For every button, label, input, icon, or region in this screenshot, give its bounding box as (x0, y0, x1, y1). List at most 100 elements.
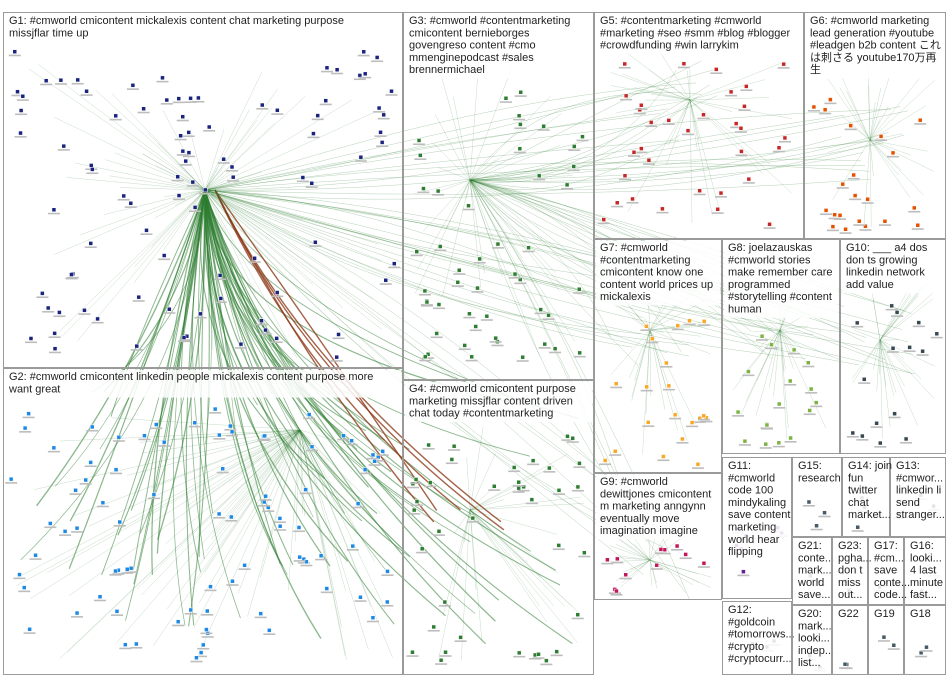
edge (99, 189, 206, 450)
node-square-icon (547, 465, 552, 471)
edge (876, 339, 881, 392)
node-square-icon (52, 346, 58, 351)
group-label-line: conte... (798, 552, 834, 564)
edge (649, 329, 696, 425)
edge (469, 509, 558, 574)
edge (299, 429, 353, 486)
edge (136, 429, 301, 590)
edge (285, 429, 301, 447)
node-square-icon (644, 324, 649, 329)
edge (779, 329, 802, 349)
group-label-line: conte... (874, 577, 910, 589)
group-cell-g18 (904, 605, 946, 675)
edge (204, 189, 913, 374)
node-label (725, 94, 738, 97)
node-square-icon (425, 352, 431, 357)
node-square-icon (263, 493, 268, 499)
node-label (839, 232, 852, 234)
edge (469, 145, 561, 181)
node-label (354, 160, 367, 162)
edge (841, 115, 871, 141)
node-label (740, 89, 753, 92)
node-square-icon (602, 458, 608, 463)
node-square-icon (362, 467, 368, 472)
node-label (91, 321, 104, 324)
edge (111, 93, 206, 191)
edge (469, 179, 764, 353)
edge (745, 329, 781, 402)
node-square-icon (787, 378, 793, 384)
node-square-icon (358, 595, 363, 600)
edge (204, 165, 866, 191)
edge (66, 177, 206, 191)
node-square-icon (575, 612, 581, 617)
edge (77, 189, 206, 341)
node-square-icon (890, 345, 896, 351)
node-label (117, 198, 130, 201)
edge (819, 139, 871, 148)
group-cell-g5 (594, 12, 804, 239)
node-square-icon (739, 149, 744, 154)
node-label (773, 150, 786, 153)
node-label (856, 439, 869, 441)
node-label (217, 162, 230, 164)
node-label (802, 505, 815, 507)
node-square-icon (128, 201, 134, 206)
edge (38, 64, 206, 191)
node-label (248, 261, 261, 263)
edge (469, 61, 702, 181)
node-label (438, 605, 451, 607)
node-square-icon (811, 104, 817, 110)
node-label (71, 82, 84, 85)
edge (869, 139, 928, 152)
node-square-icon (666, 118, 672, 123)
edge (773, 329, 781, 397)
edge (204, 111, 376, 191)
node-square-icon (516, 113, 522, 119)
node-square-icon (202, 187, 208, 193)
node-label (410, 482, 423, 485)
group-label-line: miss (838, 577, 861, 589)
edge (689, 99, 700, 142)
node-square-icon (697, 188, 702, 193)
node-label (645, 125, 658, 128)
edge (469, 95, 552, 181)
group-label-line: G6: #cmworld marketing (810, 15, 929, 27)
node-square-icon (45, 305, 51, 311)
node-square-icon (701, 560, 707, 566)
group-label-line: marketing (728, 522, 776, 534)
edge (469, 509, 566, 607)
node-square-icon (807, 408, 812, 413)
node-square-icon (718, 190, 724, 196)
node-square-icon (744, 84, 749, 89)
node-square-icon (518, 122, 523, 127)
node-square-icon (161, 439, 167, 445)
node-label (300, 564, 313, 567)
node-square-icon (776, 401, 782, 407)
edge (649, 559, 712, 578)
node-label (669, 417, 682, 420)
node-label (462, 208, 475, 211)
node-square-icon (304, 559, 309, 564)
node-square-icon (88, 460, 93, 465)
node-square-icon (601, 217, 607, 222)
group-label-background (5, 14, 369, 42)
node-label (807, 109, 820, 112)
edge (116, 429, 301, 644)
node-label (828, 217, 841, 220)
node-label (760, 428, 773, 430)
edge (616, 99, 691, 113)
node-square-icon (198, 650, 204, 655)
edge (622, 73, 691, 101)
node-label (514, 282, 527, 285)
edge (469, 509, 547, 622)
edge (622, 559, 651, 573)
node-label (410, 254, 423, 257)
group-label-line: minute (910, 577, 943, 589)
group-cell-g17 (868, 537, 904, 605)
node-square-icon (658, 547, 664, 552)
node-square-icon (542, 341, 548, 347)
edge (469, 179, 503, 277)
node-label (14, 136, 27, 138)
